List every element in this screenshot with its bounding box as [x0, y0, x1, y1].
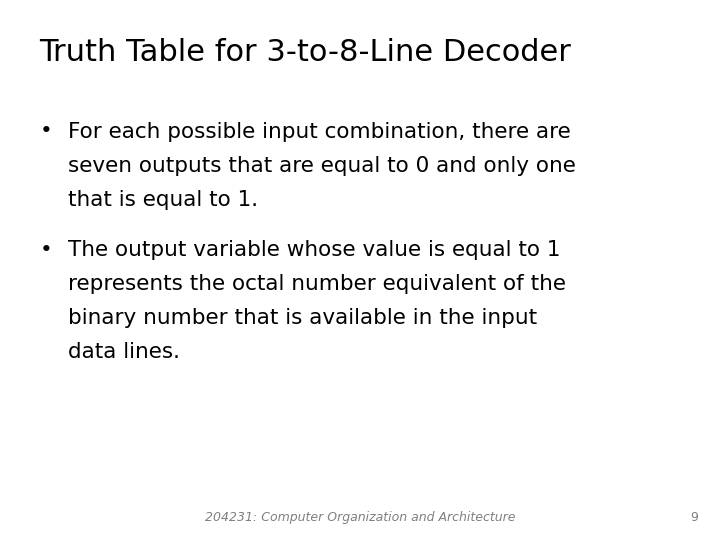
Text: represents the octal number equivalent of the: represents the octal number equivalent o…	[68, 274, 567, 294]
Text: data lines.: data lines.	[68, 342, 181, 362]
Text: 9: 9	[690, 511, 698, 524]
Text: Truth Table for 3-to-8-Line Decoder: Truth Table for 3-to-8-Line Decoder	[40, 38, 572, 67]
Text: 204231: Computer Organization and Architecture: 204231: Computer Organization and Archit…	[204, 511, 516, 524]
Text: •: •	[40, 122, 53, 141]
Text: For each possible input combination, there are: For each possible input combination, the…	[68, 122, 571, 141]
Text: that is equal to 1.: that is equal to 1.	[68, 190, 258, 210]
Text: •: •	[40, 240, 53, 260]
Text: binary number that is available in the input: binary number that is available in the i…	[68, 308, 538, 328]
Text: The output variable whose value is equal to 1: The output variable whose value is equal…	[68, 240, 561, 260]
Text: seven outputs that are equal to 0 and only one: seven outputs that are equal to 0 and on…	[68, 156, 576, 176]
